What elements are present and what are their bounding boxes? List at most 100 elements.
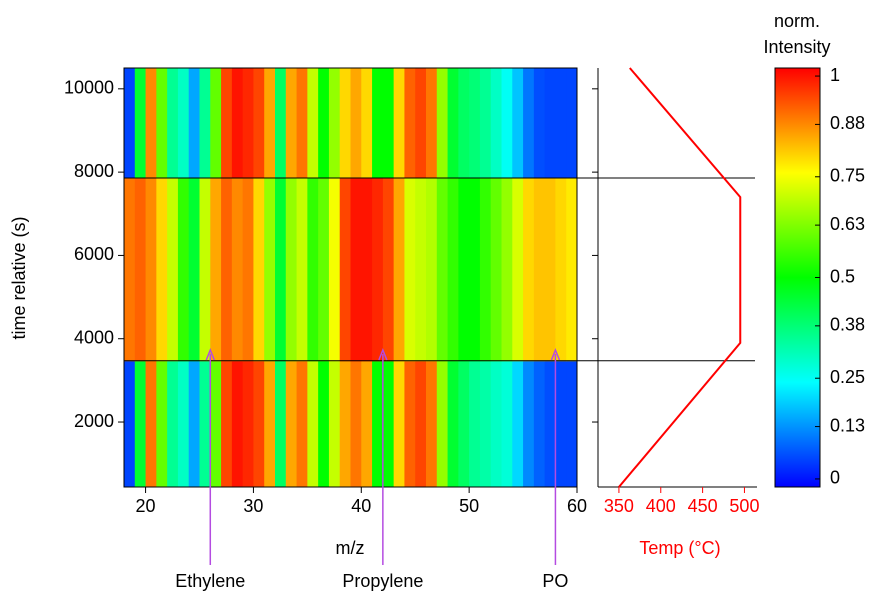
heat-cell <box>221 177 233 362</box>
heat-cell <box>188 68 200 179</box>
colorbar <box>774 67 821 488</box>
heat-cell <box>555 177 567 362</box>
heat-cell <box>393 68 405 179</box>
heat-cell <box>415 360 427 488</box>
heat-cell <box>275 360 287 488</box>
y-tick-label: 6000 <box>74 244 114 264</box>
heat-cell <box>523 360 535 488</box>
heat-cell <box>523 177 535 362</box>
heat-cell <box>458 360 470 488</box>
colorbar-tick-label: 0.13 <box>830 415 865 435</box>
x-tick-label: 20 <box>136 496 156 516</box>
heat-cell <box>210 177 222 362</box>
heat-cell <box>436 360 449 488</box>
heat-cell <box>361 68 373 179</box>
heat-cell <box>124 68 136 179</box>
annotation-label: Ethylene <box>175 571 245 591</box>
heat-cell <box>307 68 319 179</box>
heat-cell <box>296 177 308 362</box>
plot-frame <box>123 67 578 488</box>
y-axis-label: time relative (s) <box>9 216 29 339</box>
heat-cell <box>426 177 438 362</box>
heat-cell <box>393 177 405 362</box>
heat-cell <box>188 360 200 488</box>
heat-cell <box>328 360 341 488</box>
annotation-label: Propylene <box>342 571 423 591</box>
heat-cell <box>404 68 416 179</box>
heat-cell <box>555 68 567 179</box>
heat-cell <box>145 177 157 362</box>
heat-cell <box>490 360 502 488</box>
annotation-label: PO <box>542 571 568 591</box>
heat-cell <box>501 177 513 362</box>
arrow-head <box>378 347 388 361</box>
heat-cell <box>134 177 147 362</box>
heat-cell <box>285 68 298 179</box>
colorbar-tick-label: 0.38 <box>830 315 865 335</box>
heat-cell <box>479 68 492 179</box>
heat-cell <box>199 177 211 362</box>
heat-cell <box>264 177 276 362</box>
heat-cell <box>426 68 438 179</box>
heat-cell <box>533 177 546 362</box>
colorbar-tick-label: 0.5 <box>830 266 855 286</box>
heat-cell <box>264 360 276 488</box>
heat-cell <box>533 360 546 488</box>
heat-cell <box>253 68 265 179</box>
colorbar-tick-label: 0.63 <box>830 214 865 234</box>
colorbar-tick-label: 0.88 <box>830 113 865 133</box>
y-tick-label: 8000 <box>74 161 114 181</box>
heat-cell <box>156 360 168 488</box>
heat-cell <box>231 360 244 488</box>
heat-cell <box>199 68 211 179</box>
heat-cell <box>490 68 502 179</box>
heat-cell <box>404 177 416 362</box>
heat-cell <box>167 360 179 488</box>
heat-cell <box>177 360 190 488</box>
heat-cell <box>426 360 438 488</box>
heat-cell <box>415 177 427 362</box>
heat-cell <box>350 360 362 488</box>
heat-cell <box>566 177 578 362</box>
y-tick-label: 2000 <box>74 411 114 431</box>
heat-cell <box>404 360 416 488</box>
heat-cell <box>242 68 254 179</box>
heat-cell <box>328 177 341 362</box>
heat-cell <box>264 68 276 179</box>
heat-cell <box>458 177 470 362</box>
heat-cell <box>134 68 147 179</box>
x-tick-label: 40 <box>351 496 371 516</box>
heat-cell <box>350 177 362 362</box>
x-tick-label: 30 <box>243 496 263 516</box>
heat-cell <box>544 360 556 488</box>
x-tick-label: 500 <box>729 496 759 516</box>
heat-cell <box>167 177 179 362</box>
heat-cell <box>555 360 567 488</box>
arrow-head <box>550 347 561 361</box>
heat-cell <box>253 177 265 362</box>
heat-cell <box>156 177 168 362</box>
colorbar-tick-label: 0 <box>830 468 840 488</box>
heat-cell <box>566 68 578 179</box>
heat-cell <box>167 68 179 179</box>
heat-cell <box>253 360 265 488</box>
heat-cell <box>275 177 287 362</box>
heat-cell <box>382 177 395 362</box>
heat-cell <box>339 177 351 362</box>
heat-cell <box>512 360 524 488</box>
heat-cell <box>339 68 351 179</box>
heat-cell <box>221 360 233 488</box>
heat-cell <box>210 360 222 488</box>
heat-cell <box>156 68 168 179</box>
heat-cell <box>447 360 459 488</box>
heat-cell <box>458 68 470 179</box>
heat-cell <box>501 68 513 179</box>
temp-line <box>618 67 742 488</box>
colorbar-tick-label: 1 <box>830 65 840 85</box>
heat-cell <box>372 68 384 179</box>
heat-cell <box>318 360 330 488</box>
heat-cell <box>533 68 546 179</box>
heat-cell <box>469 68 481 179</box>
heat-cell <box>382 360 395 488</box>
arrow-head <box>205 347 215 361</box>
